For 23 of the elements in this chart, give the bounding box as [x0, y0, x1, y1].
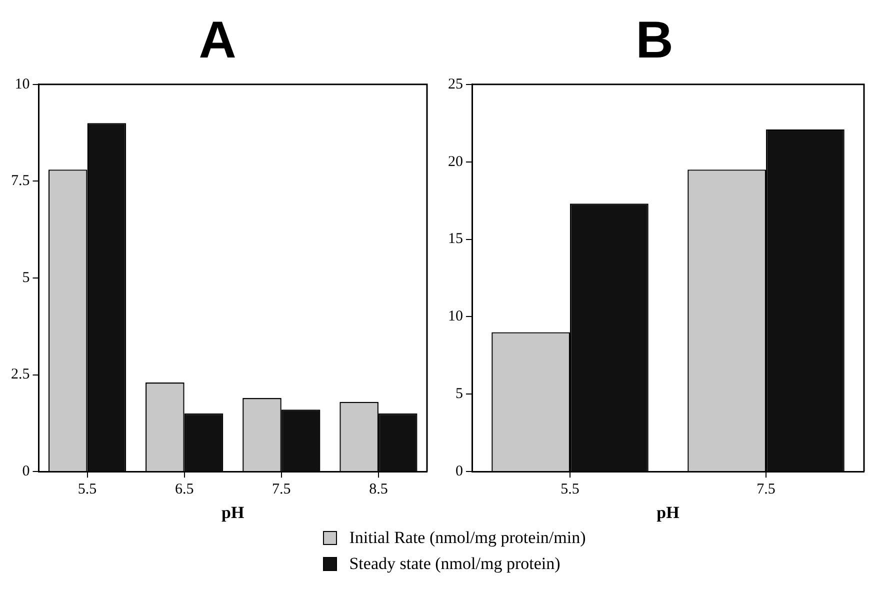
y-tick-label: 15: [448, 231, 463, 248]
y-tick-label: 10: [448, 308, 463, 325]
x-tick-label: 7.5: [756, 482, 776, 498]
chart-title: A: [198, 12, 236, 70]
y-tick-label: 2.5: [11, 366, 30, 383]
x-tick-label: 7.5: [272, 482, 291, 498]
y-tick-label: 0: [456, 464, 463, 480]
x-tick-label: 8.5: [369, 482, 388, 498]
legend-label: Initial Rate (nmol/mg protein/min): [349, 528, 586, 548]
y-tick-label: 0: [22, 464, 30, 480]
chart-title: B: [636, 12, 674, 70]
y-tick-label: 10: [14, 76, 30, 92]
y-tick-label: 25: [448, 76, 463, 92]
x-axis-title: pH: [656, 503, 680, 522]
x-tick-label: 6.5: [174, 482, 194, 498]
x-tick-label: 5.5: [78, 482, 97, 498]
y-tick-label: 7.5: [11, 173, 30, 190]
y-tick-label: 5: [456, 386, 463, 402]
x-tick-label: 5.5: [560, 482, 580, 498]
y-tick-label: 20: [448, 154, 463, 170]
legend-label: Steady state (nmol/mg protein): [349, 554, 560, 574]
y-tick-label: 5: [22, 270, 30, 286]
x-axis-title: pH: [222, 503, 244, 522]
